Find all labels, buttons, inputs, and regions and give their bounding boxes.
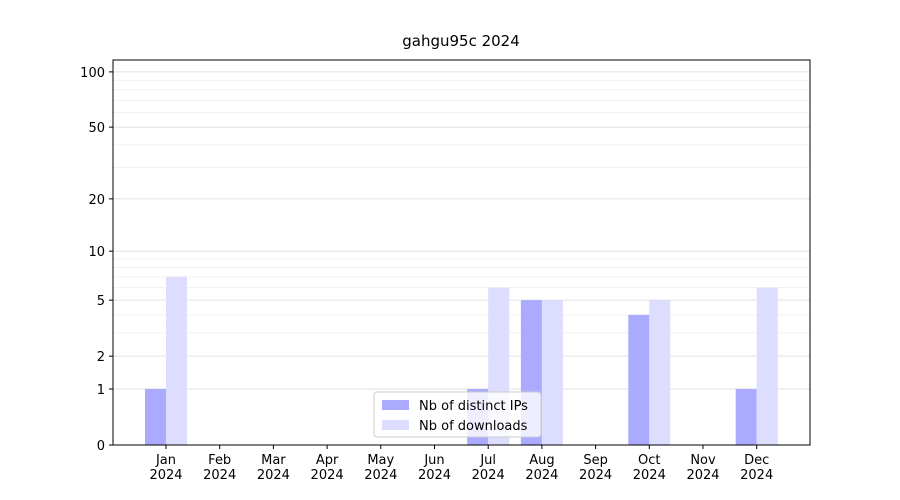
x-tick-label: Aug 2024: [525, 453, 559, 483]
y-tick-label: 10: [88, 245, 105, 260]
x-tick-label: Jun 2024: [417, 453, 452, 483]
bar: [756, 287, 778, 445]
x-tick-label: Oct 2024: [632, 453, 666, 483]
legend-label: Nb of downloads: [419, 419, 528, 434]
y-tick-label: 20: [88, 193, 105, 208]
plot-frame: [112, 59, 811, 446]
x-tick-label: Mar 2024: [256, 453, 290, 483]
x-tick-label: Apr 2024: [310, 453, 344, 483]
y-tick-label: 2: [97, 350, 105, 365]
bar: [649, 300, 671, 445]
bar: [166, 276, 187, 445]
x-tick-label: May 2024: [364, 453, 398, 483]
x-tick-label: Dec 2024: [740, 453, 774, 483]
x-tick-label: Jan 2024: [149, 453, 183, 483]
y-tick-label: 5: [97, 294, 105, 309]
x-tick-label: Jul 2024: [471, 453, 505, 483]
y-tick-label: 0: [97, 439, 105, 454]
legend-swatch: [382, 420, 409, 430]
y-tick-label: 100: [80, 66, 105, 81]
x-tick-label: Feb 2024: [203, 453, 237, 483]
x-tick-label: Nov 2024: [686, 453, 720, 483]
chart-title: gahgu95c 2024: [402, 32, 520, 50]
bar: [628, 314, 650, 445]
bar: [735, 388, 757, 445]
bar: [541, 300, 563, 445]
legend-label: Nb of distinct IPs: [419, 399, 528, 414]
bar: [145, 388, 166, 445]
legend: Nb of distinct IPs Nb of downloads: [373, 391, 542, 438]
legend-box: [373, 391, 542, 438]
legend-swatch: [382, 400, 409, 410]
y-tick-label: 50: [88, 121, 105, 136]
y-tick-label: 1: [97, 383, 105, 398]
x-tick-label: Sep 2024: [579, 453, 613, 483]
